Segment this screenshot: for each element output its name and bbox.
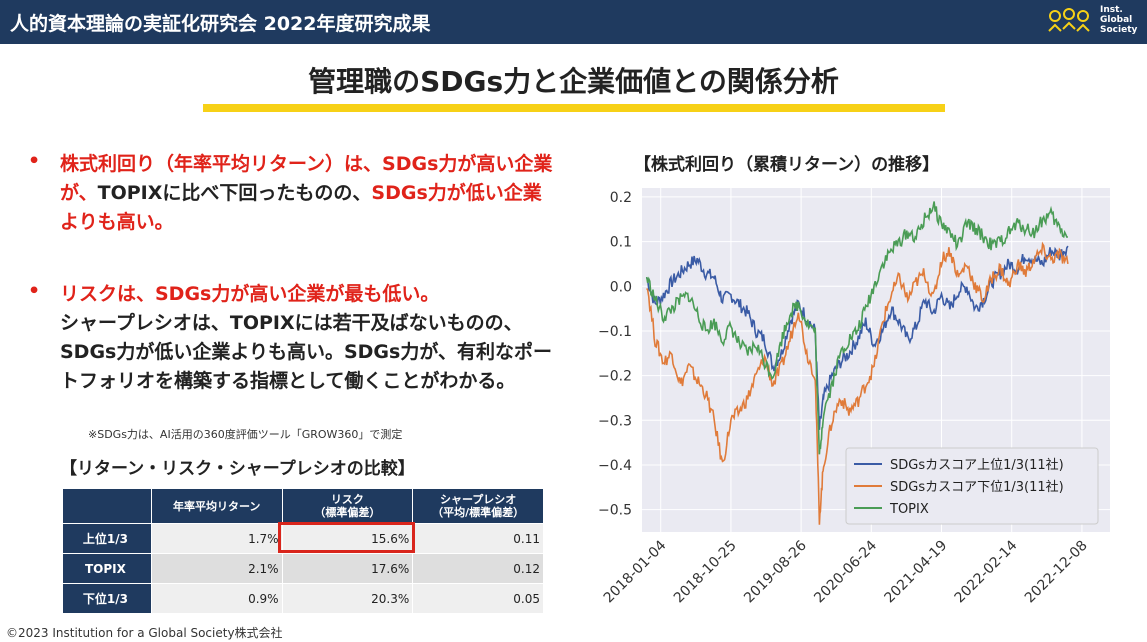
table-header-sharpe: シャープレシオ （平均/標準偏差）: [412, 488, 544, 524]
cell-return: 2.1%: [150, 553, 283, 584]
cell-risk: 20.3%: [281, 583, 414, 614]
series-line: [645, 245, 1069, 430]
legend-box: [845, 447, 1099, 525]
logo-icon: [1048, 8, 1090, 32]
table-row: TOPIX 2.1% 17.6% 0.12: [62, 553, 544, 584]
y-tick-label: −0.4: [598, 458, 632, 474]
table-header-row: 年率平均リターン リスク （標準偏差） シャープレシオ （平均/標準偏差）: [62, 488, 544, 524]
logo-text: Inst. Global Society: [1100, 5, 1138, 35]
bullet-marker: •: [28, 150, 41, 172]
series-line: [645, 201, 1068, 455]
y-tick-label: −0.2: [598, 369, 632, 385]
x-tick-label: 2021-04-19: [881, 538, 950, 607]
series-line: [646, 241, 1069, 525]
legend-label: SDGsカスコア上位1/3(11社): [890, 457, 1064, 473]
cell-risk: 17.6%: [281, 553, 414, 584]
y-tick-label: −0.1: [598, 324, 632, 340]
x-tick-label: 2022-02-14: [952, 537, 1021, 606]
legend-label: SDGsカスコア下位1/3(11社): [890, 479, 1064, 495]
row-label: 上位1/3: [62, 523, 152, 554]
header-title: 人的資本理論の実証化研究会 2022年度研究成果: [10, 13, 431, 35]
table-row: 下位1/3 0.9% 20.3% 0.05: [62, 583, 544, 614]
footnote: ※SDGs力は、AI活用の360度評価ツール「GROW360」で測定: [88, 428, 403, 441]
y-tick-label: −0.5: [598, 503, 632, 519]
cell-sharpe: 0.11: [412, 523, 544, 554]
table-header-risk: リスク （標準偏差）: [281, 488, 414, 524]
bullet-2: リスクは、SDGs力が高い企業が最も低い。 シャープレシオは、TOPIXには若干及…: [60, 283, 552, 392]
table-row: 上位1/3 1.7% 15.6% 0.11: [62, 523, 544, 554]
x-tick-label: 2019-08-26: [741, 537, 810, 606]
bullet-1: 株式利回り（年率平均リターン）は、SDGs力が高い企業が、TOPIXに比べ下回っ…: [60, 153, 553, 233]
row-label: 下位1/3: [62, 583, 152, 614]
page-title: 管理職のSDGs力と企業価値との関係分析: [308, 65, 839, 98]
chart-title: 【株式利回り（累積リターン）の推移】: [634, 155, 940, 175]
legend-label: TOPIX: [889, 502, 929, 517]
cell-sharpe: 0.05: [412, 583, 544, 614]
cell-sharpe: 0.12: [412, 553, 544, 584]
cell-risk: 15.6%: [281, 523, 414, 554]
title-underline: [203, 104, 945, 112]
comparison-table: 年率平均リターン リスク （標準偏差） シャープレシオ （平均/標準偏差） 上位…: [62, 488, 544, 614]
bullet-marker: •: [28, 280, 41, 302]
table-header-empty: [62, 488, 152, 524]
x-tick-label: 2020-06-24: [811, 537, 880, 606]
y-tick-label: −0.3: [598, 413, 632, 429]
table-header-return: 年率平均リターン: [150, 488, 283, 524]
x-tick-label: 2018-01-04: [601, 537, 670, 606]
copyright: ©2023 Institution for a Global Society株式…: [6, 626, 283, 640]
cell-return: 1.7%: [150, 523, 283, 554]
y-tick-label: 0.0: [610, 279, 632, 295]
row-label: TOPIX: [62, 553, 152, 584]
highlight-box: [278, 522, 415, 553]
cell-return: 0.9%: [150, 583, 283, 614]
y-tick-label: 0.2: [610, 190, 632, 206]
header-bar: 人的資本理論の実証化研究会 2022年度研究成果: [0, 0, 1147, 44]
y-tick-label: 0.1: [610, 235, 632, 251]
x-tick-label: 2022-12-08: [1022, 538, 1091, 607]
x-tick-label: 2018-10-25: [671, 538, 740, 607]
table-title: 【リターン・リスク・シャープレシオの比較】: [60, 459, 415, 479]
